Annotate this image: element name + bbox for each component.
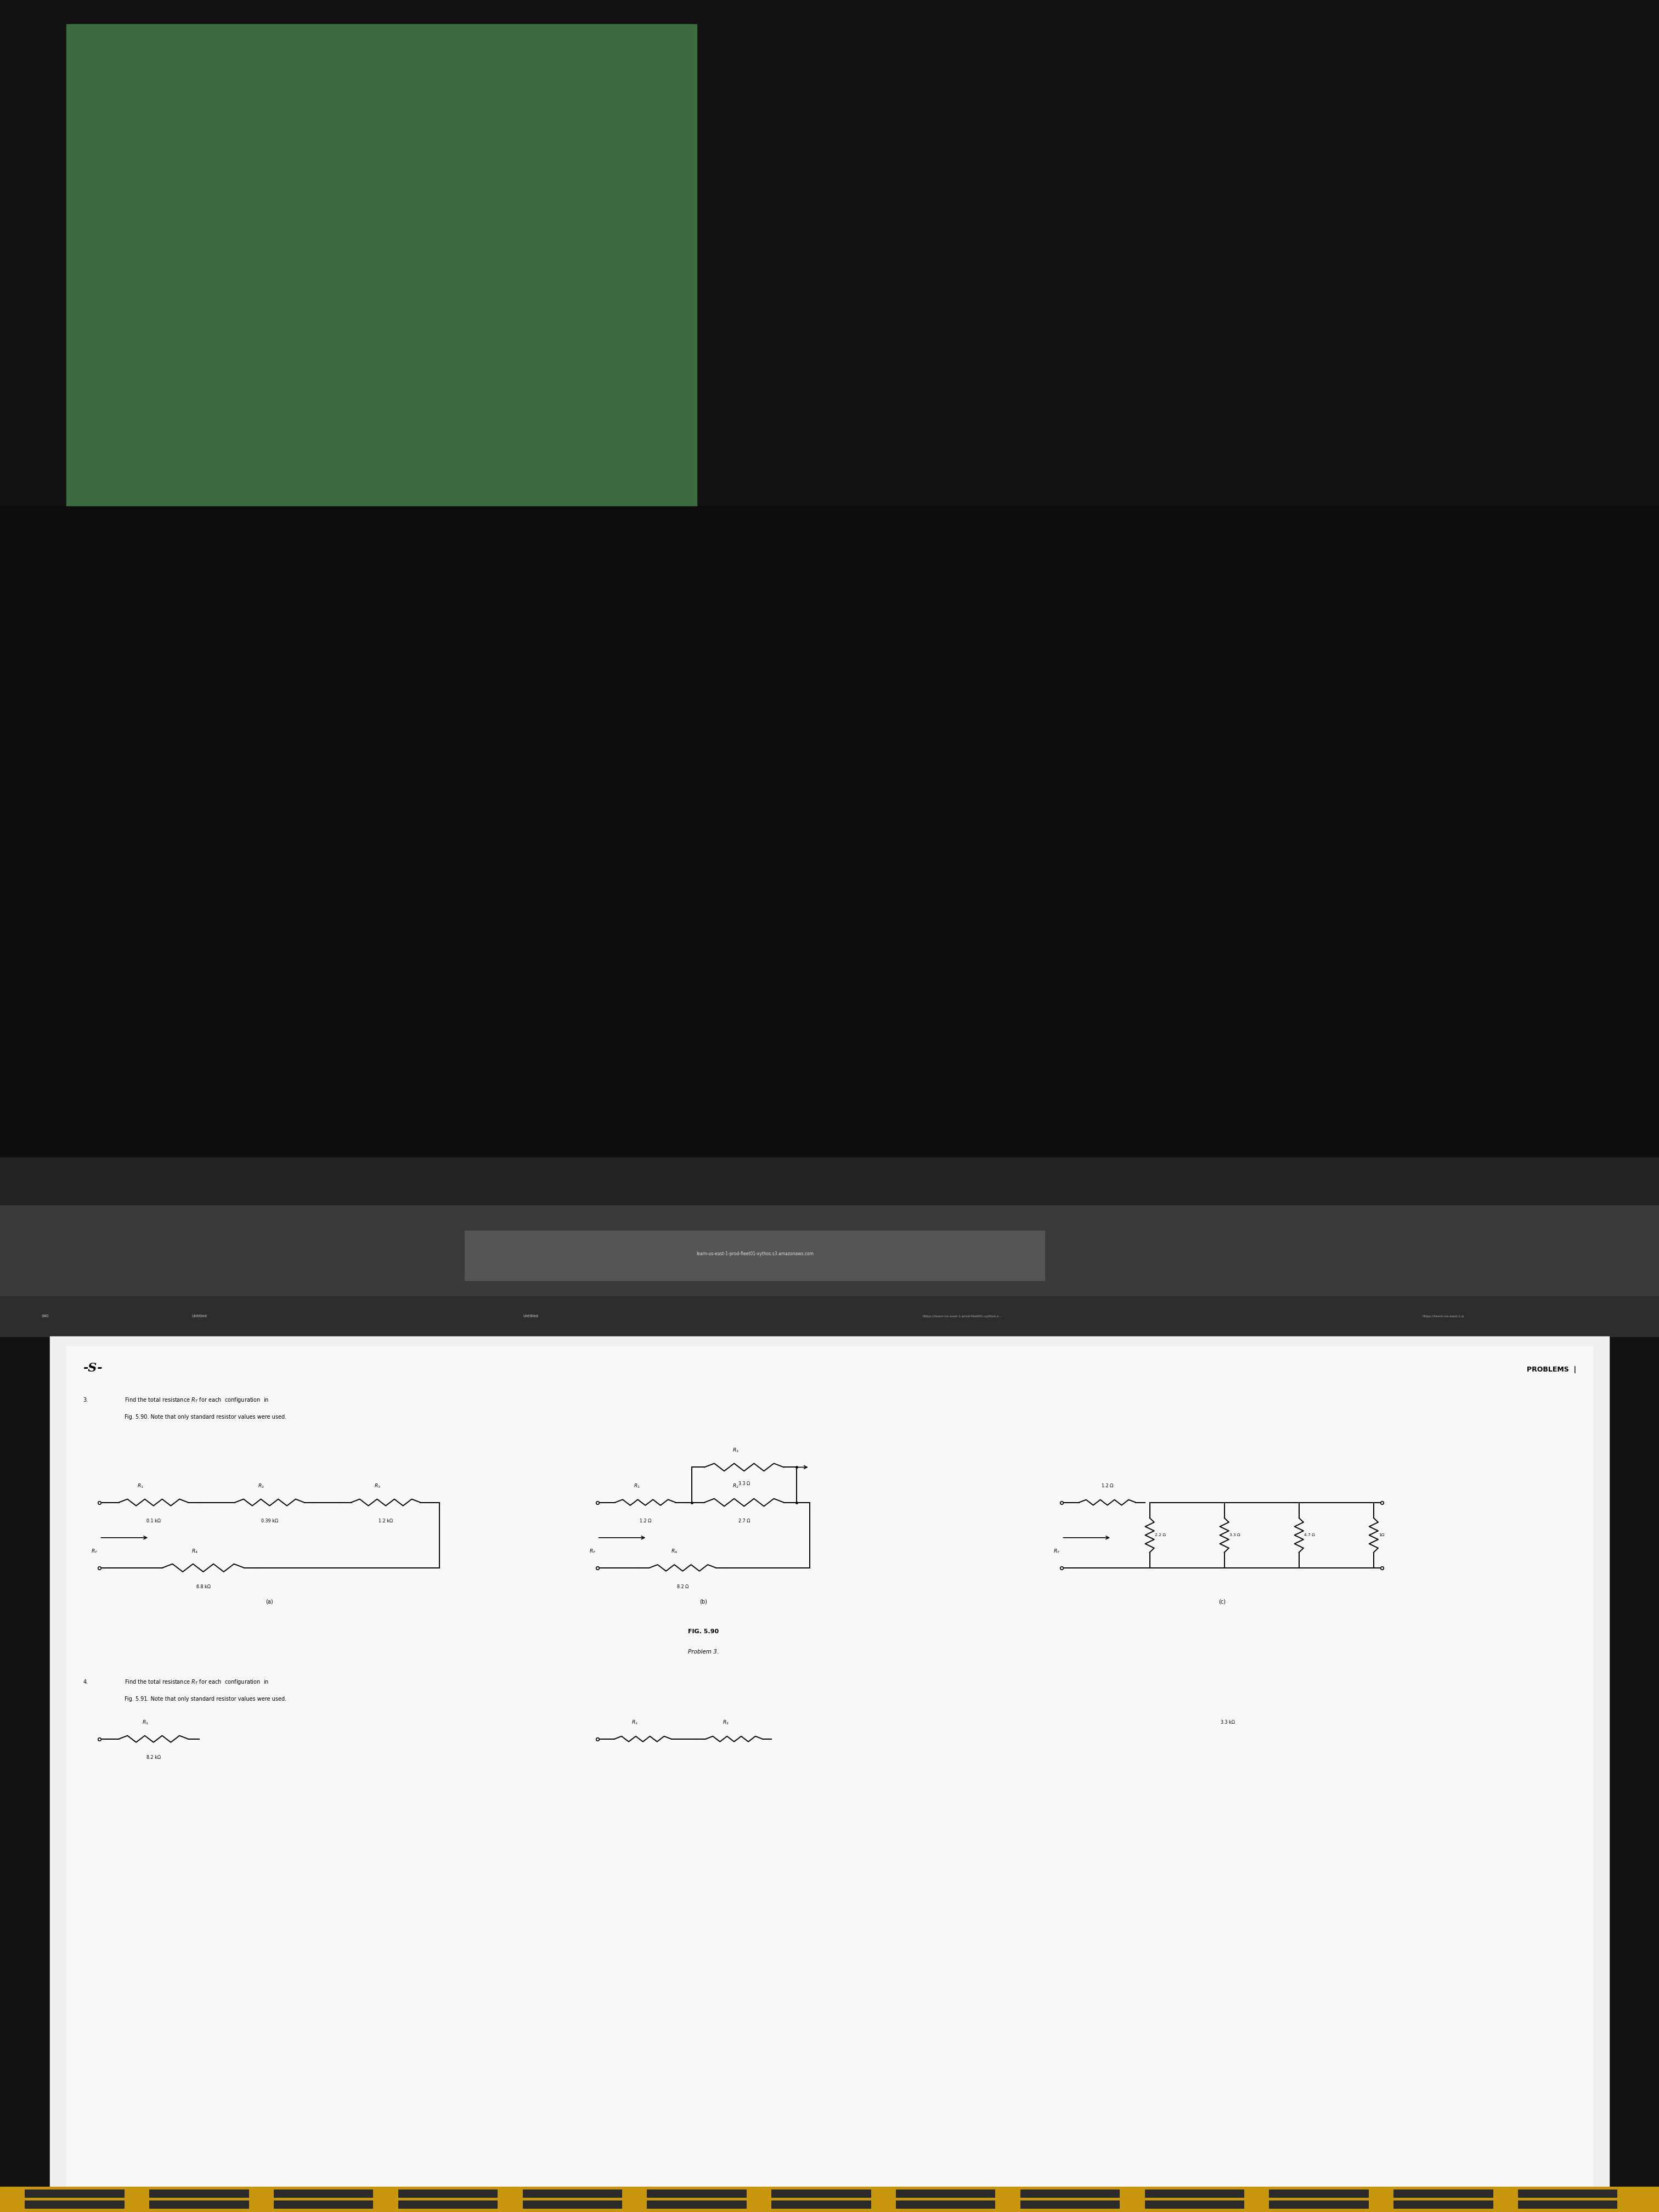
Text: 6.8 kΩ: 6.8 kΩ bbox=[196, 1584, 211, 1588]
Text: (c): (c) bbox=[1218, 1599, 1226, 1604]
Bar bbox=[25, 2201, 124, 2210]
Bar bbox=[274, 2190, 373, 2199]
Text: Fig. 5.90. Note that only standard resistor values were used.: Fig. 5.90. Note that only standard resis… bbox=[124, 1413, 287, 1420]
Bar bbox=[523, 2190, 622, 2199]
Text: (b): (b) bbox=[700, 1599, 707, 1604]
Text: 4.: 4. bbox=[83, 1679, 88, 1686]
Text: $R_1$: $R_1$ bbox=[634, 1482, 640, 1489]
Text: Find the total resistance $R_T$ for each  configuration  in: Find the total resistance $R_T$ for each… bbox=[124, 1396, 269, 1405]
Bar bbox=[149, 2201, 249, 2210]
Bar bbox=[1518, 2190, 1618, 2199]
Bar bbox=[771, 2201, 871, 2210]
Bar bbox=[398, 2190, 498, 2199]
Bar bbox=[50, 1336, 1609, 2212]
Text: 8.2 kΩ: 8.2 kΩ bbox=[146, 1756, 161, 1761]
Bar bbox=[25, 2190, 124, 2199]
Bar bbox=[0, 1206, 1659, 1296]
Bar bbox=[1518, 2201, 1618, 2210]
Bar bbox=[66, 1347, 1593, 2201]
Text: $R_3$: $R_3$ bbox=[733, 1447, 738, 1453]
Text: https://learn-us-east-1-p: https://learn-us-east-1-p bbox=[1422, 1314, 1465, 1318]
Text: 3.3 Ω: 3.3 Ω bbox=[1229, 1533, 1239, 1537]
Text: $R_2$: $R_2$ bbox=[259, 1482, 264, 1489]
Bar bbox=[1394, 2201, 1493, 2210]
Text: $R_4$: $R_4$ bbox=[192, 1548, 197, 1555]
Bar bbox=[1145, 2201, 1244, 2210]
Text: 1.2 Ω: 1.2 Ω bbox=[639, 1520, 652, 1524]
Text: $R_T$: $R_T$ bbox=[91, 1548, 98, 1555]
Text: $R_4$: $R_4$ bbox=[672, 1548, 677, 1555]
Text: $R_2$: $R_2$ bbox=[723, 1719, 728, 1725]
Text: $R_T$: $R_T$ bbox=[589, 1548, 596, 1555]
Bar bbox=[0, 1296, 1659, 1336]
Text: FIG. 5.90: FIG. 5.90 bbox=[688, 1628, 718, 1635]
Text: $R_2$: $R_2$ bbox=[733, 1482, 738, 1489]
Text: 2.7 Ω: 2.7 Ω bbox=[738, 1520, 750, 1524]
Bar bbox=[1394, 2190, 1493, 2199]
Text: Untitled: Untitled bbox=[191, 1314, 207, 1318]
Text: 1Ω: 1Ω bbox=[1379, 1533, 1384, 1537]
Bar bbox=[149, 2190, 249, 2199]
Text: 2.2 Ω: 2.2 Ω bbox=[1155, 1533, 1166, 1537]
Text: 1.2 kΩ: 1.2 kΩ bbox=[378, 1520, 393, 1524]
Bar bbox=[398, 2201, 498, 2210]
Bar bbox=[896, 2201, 995, 2210]
Text: https://learn-us-east-1-prod-fleet01-xythos.s...: https://learn-us-east-1-prod-fleet01-xyt… bbox=[922, 1314, 1002, 1318]
Bar bbox=[66, 24, 697, 542]
Bar bbox=[647, 2201, 747, 2210]
Text: 0.39 kΩ: 0.39 kΩ bbox=[260, 1520, 279, 1524]
Bar bbox=[1269, 2190, 1369, 2199]
Text: (a): (a) bbox=[265, 1599, 274, 1604]
Text: $R_1$: $R_1$ bbox=[138, 1482, 143, 1489]
Bar bbox=[771, 2190, 871, 2199]
Text: 1.2 Ω: 1.2 Ω bbox=[1102, 1484, 1113, 1489]
Text: 3.: 3. bbox=[83, 1398, 88, 1402]
Text: $R_1$: $R_1$ bbox=[632, 1719, 637, 1725]
Bar bbox=[0, 507, 1659, 1206]
Text: Problem 3.: Problem 3. bbox=[688, 1648, 718, 1655]
Text: 4.7 Ω: 4.7 Ω bbox=[1304, 1533, 1316, 1537]
Text: $R_1$: $R_1$ bbox=[143, 1719, 148, 1725]
Text: PROBLEMS  |: PROBLEMS | bbox=[1526, 1367, 1576, 1374]
Bar bbox=[1269, 2201, 1369, 2210]
Bar bbox=[1020, 2190, 1120, 2199]
Bar bbox=[465, 1230, 1045, 1281]
Text: 3.3 kΩ: 3.3 kΩ bbox=[1221, 1721, 1234, 1725]
Text: -S-: -S- bbox=[83, 1363, 103, 1374]
Text: 3.3 Ω: 3.3 Ω bbox=[738, 1482, 750, 1486]
Bar bbox=[1145, 2190, 1244, 2199]
Bar bbox=[274, 2201, 373, 2210]
Bar bbox=[0, 2188, 1659, 2212]
Bar bbox=[0, 1157, 1659, 1206]
Text: Find the total resistance $R_T$ for each  configuration  in: Find the total resistance $R_T$ for each… bbox=[124, 1679, 269, 1686]
Bar bbox=[523, 2201, 622, 2210]
Bar bbox=[1020, 2201, 1120, 2210]
Text: learn-us-east-1-prod-fleet01-xythos.s3.amazonaws.com: learn-us-east-1-prod-fleet01-xythos.s3.a… bbox=[697, 1252, 813, 1256]
Text: Fig. 5.91. Note that only standard resistor values were used.: Fig. 5.91. Note that only standard resis… bbox=[124, 1697, 287, 1701]
Text: 8.2 Ω: 8.2 Ω bbox=[677, 1584, 688, 1588]
Text: 0.1 kΩ: 0.1 kΩ bbox=[146, 1520, 161, 1524]
Text: $R_3$: $R_3$ bbox=[375, 1482, 380, 1489]
Bar bbox=[647, 2190, 747, 2199]
Bar bbox=[896, 2190, 995, 2199]
Text: $R_T$: $R_T$ bbox=[1053, 1548, 1060, 1555]
Text: Untitled: Untitled bbox=[523, 1314, 539, 1318]
Text: 040: 040 bbox=[41, 1314, 48, 1318]
